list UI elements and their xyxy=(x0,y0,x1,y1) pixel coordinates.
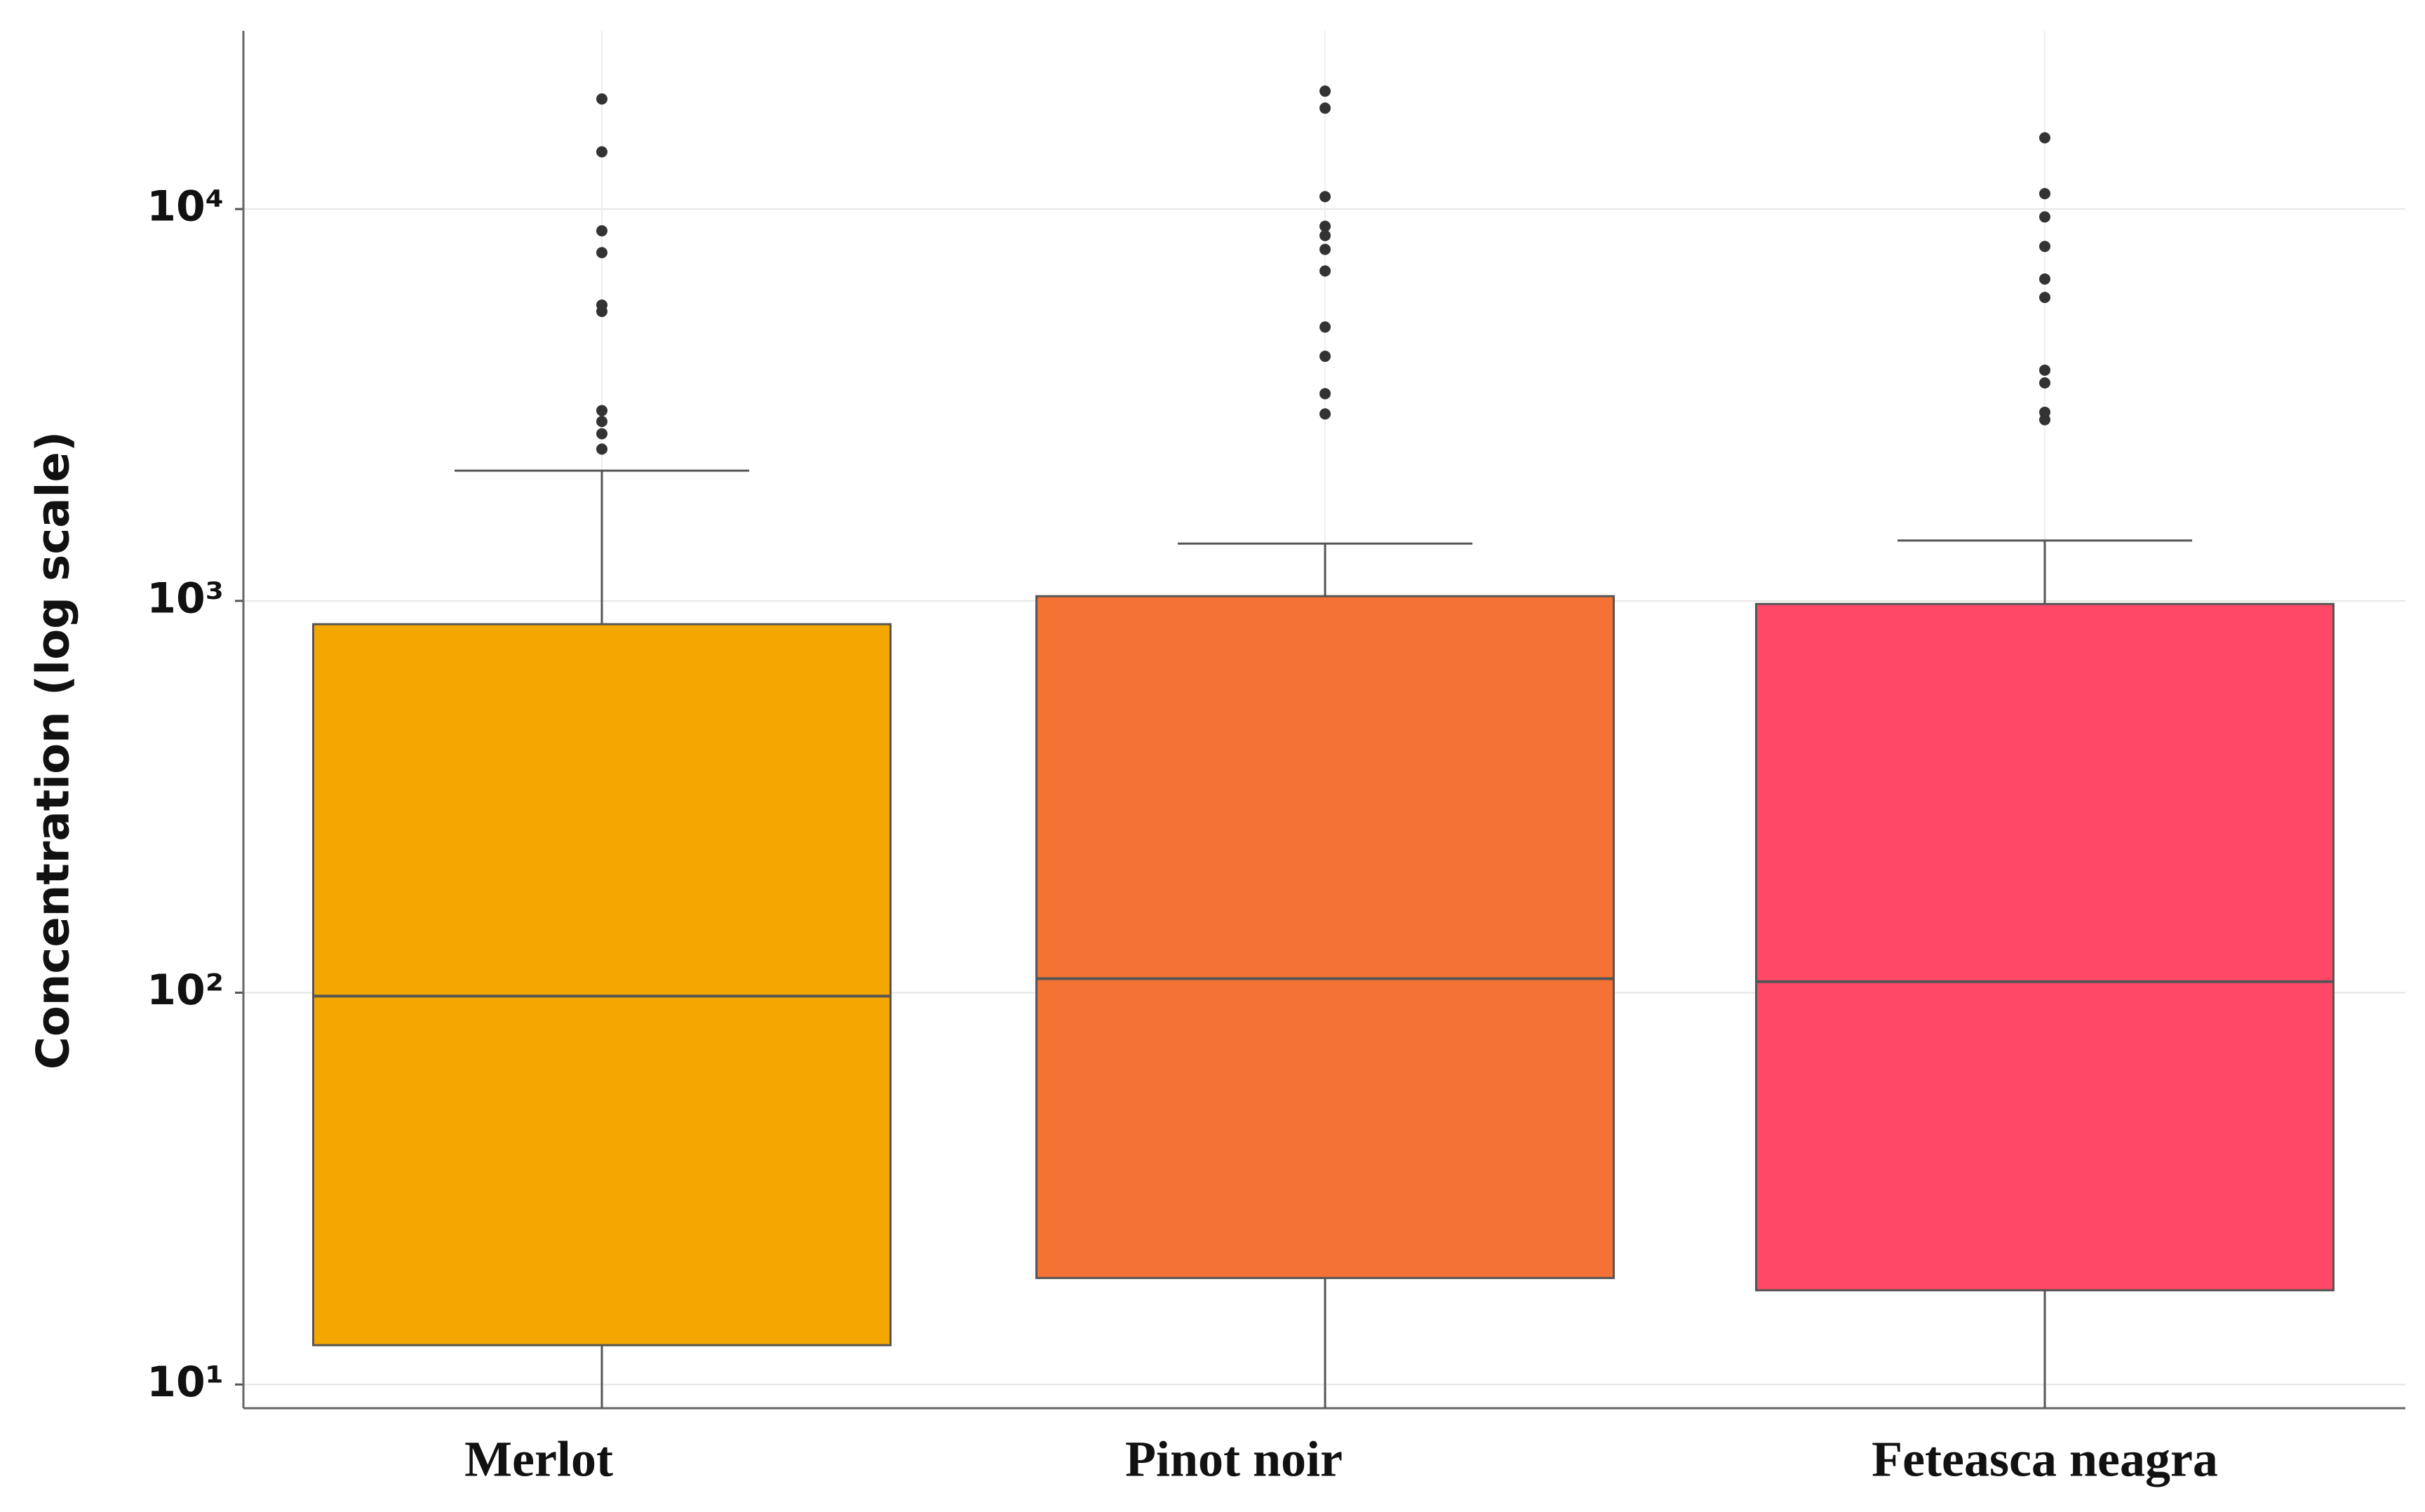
y-tick-label: 10¹ xyxy=(147,1358,224,1407)
y-tick-label: 10⁴ xyxy=(147,182,224,231)
y-tick-label: 10³ xyxy=(147,574,224,623)
outlier xyxy=(596,405,607,417)
outlier xyxy=(1319,102,1331,114)
outlier xyxy=(1319,191,1331,203)
outlier xyxy=(1319,321,1331,333)
x-tick-label: Merlot xyxy=(464,1431,613,1487)
outlier xyxy=(596,443,607,455)
outlier xyxy=(596,415,607,427)
box xyxy=(312,623,892,1346)
outlier xyxy=(2039,241,2050,252)
outlier xyxy=(1319,388,1331,400)
outlier xyxy=(1319,229,1331,241)
outlier xyxy=(596,146,607,158)
outlier xyxy=(596,247,607,259)
x-tick-label: Feteasca neagra xyxy=(1872,1431,2218,1487)
outlier xyxy=(596,428,607,440)
outlier xyxy=(596,225,607,237)
y-axis-label: Concentration (log scale) xyxy=(28,431,80,1069)
outlier xyxy=(596,306,607,318)
box xyxy=(1755,602,2335,1292)
outlier xyxy=(2039,273,2050,285)
outlier xyxy=(2039,132,2050,144)
outlier xyxy=(1319,85,1331,97)
y-tick-label: 10² xyxy=(147,966,224,1015)
outlier xyxy=(2039,377,2050,389)
outlier xyxy=(1319,243,1331,255)
outlier xyxy=(2039,211,2050,223)
outlier xyxy=(2039,188,2050,200)
x-tick-label: Pinot noir xyxy=(1125,1431,1343,1487)
outlier xyxy=(2039,364,2050,376)
outlier xyxy=(2039,414,2050,426)
outlier xyxy=(1319,408,1331,420)
outlier xyxy=(596,93,607,105)
outlier xyxy=(2039,292,2050,304)
outlier xyxy=(1319,265,1331,277)
box xyxy=(1035,595,1615,1279)
outlier xyxy=(1319,351,1331,363)
outlier xyxy=(1319,220,1331,232)
